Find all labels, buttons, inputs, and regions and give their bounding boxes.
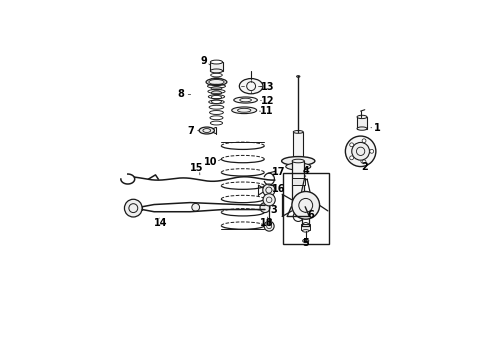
Text: 13: 13 [261, 82, 274, 92]
Text: 18: 18 [260, 218, 273, 228]
Ellipse shape [293, 131, 303, 133]
Ellipse shape [232, 107, 257, 114]
Circle shape [192, 203, 199, 211]
Text: 14: 14 [154, 219, 168, 228]
Ellipse shape [239, 78, 263, 94]
Circle shape [263, 194, 275, 206]
Text: 11: 11 [260, 106, 273, 116]
Ellipse shape [282, 157, 315, 166]
Ellipse shape [357, 127, 367, 130]
Text: 15: 15 [190, 163, 204, 174]
Circle shape [362, 139, 366, 143]
Text: 12: 12 [261, 96, 274, 105]
Text: 16: 16 [272, 184, 286, 194]
Text: 2: 2 [362, 162, 368, 172]
Circle shape [264, 221, 274, 231]
Bar [301, 224, 310, 230]
Text: 7: 7 [188, 126, 195, 135]
Text: 17: 17 [272, 167, 286, 177]
Ellipse shape [292, 205, 304, 208]
Text: 6: 6 [307, 210, 314, 220]
Ellipse shape [206, 78, 227, 85]
Bar [292, 177, 305, 185]
Bar [292, 161, 304, 207]
Bar [357, 117, 367, 129]
Bar [283, 174, 329, 244]
Text: 4: 4 [302, 166, 309, 176]
Text: 8: 8 [177, 90, 184, 99]
Circle shape [263, 184, 275, 196]
Ellipse shape [296, 76, 300, 77]
Circle shape [350, 156, 354, 160]
Ellipse shape [234, 97, 257, 103]
Ellipse shape [210, 60, 222, 64]
Circle shape [292, 192, 319, 219]
Circle shape [352, 143, 369, 160]
Ellipse shape [286, 163, 311, 170]
Text: 3: 3 [270, 204, 277, 215]
Circle shape [345, 136, 376, 167]
Ellipse shape [199, 127, 215, 134]
Circle shape [350, 143, 354, 147]
Text: 10: 10 [204, 157, 218, 167]
Ellipse shape [210, 69, 222, 73]
Text: 5: 5 [302, 238, 309, 248]
Text: 9: 9 [200, 56, 207, 66]
Ellipse shape [293, 158, 303, 161]
Circle shape [260, 203, 270, 212]
Text: 1: 1 [374, 123, 381, 133]
Circle shape [124, 199, 142, 217]
Ellipse shape [357, 115, 367, 118]
Ellipse shape [292, 159, 304, 163]
Bar [210, 62, 222, 71]
Ellipse shape [303, 239, 309, 243]
Ellipse shape [302, 230, 309, 232]
Bar [293, 132, 303, 159]
Circle shape [362, 160, 366, 164]
Circle shape [370, 149, 374, 153]
